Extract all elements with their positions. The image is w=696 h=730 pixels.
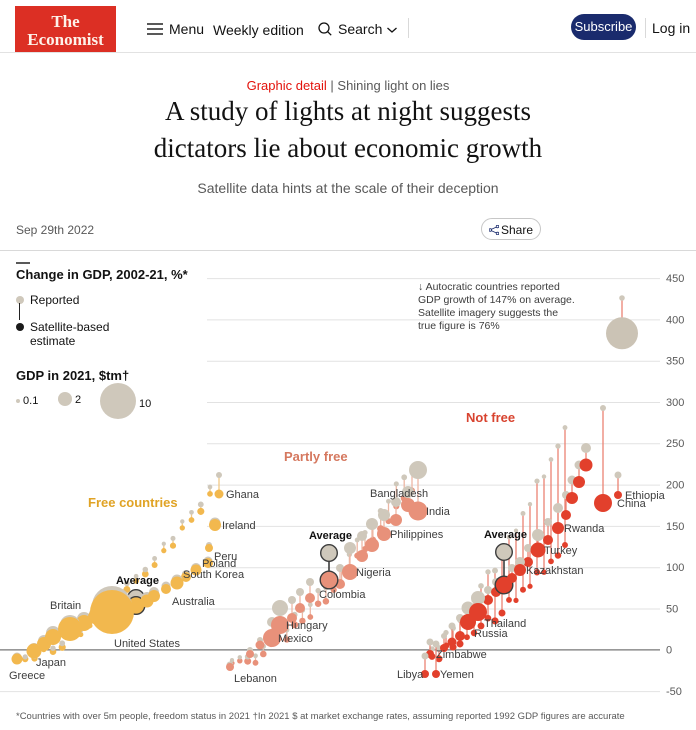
svg-text:Turkey: Turkey — [544, 545, 578, 557]
svg-text:↓ Autocratic countries reporte: ↓ Autocratic countries reported — [418, 281, 560, 293]
svg-text:South Korea: South Korea — [183, 569, 245, 581]
svg-text:Nigeria: Nigeria — [356, 567, 392, 579]
svg-text:Australia: Australia — [172, 596, 216, 608]
svg-text:Bangladesh: Bangladesh — [370, 488, 428, 500]
svg-text:Free countries: Free countries — [88, 495, 178, 510]
svg-text:Peru: Peru — [214, 551, 237, 563]
svg-text:Libya: Libya — [397, 669, 424, 681]
svg-text:Japan: Japan — [36, 657, 66, 669]
svg-text:Partly free: Partly free — [284, 449, 348, 464]
svg-text:Greece: Greece — [9, 670, 45, 682]
svg-text:Yemen: Yemen — [440, 669, 474, 681]
svg-text:Ghana: Ghana — [226, 489, 260, 501]
svg-text:Zimbabwe: Zimbabwe — [436, 649, 487, 661]
svg-text:Kazakhstan: Kazakhstan — [526, 565, 583, 577]
svg-text:Thailand: Thailand — [484, 618, 526, 630]
svg-text:Average: Average — [116, 575, 159, 587]
svg-text:Not free: Not free — [466, 410, 515, 425]
svg-text:United States: United States — [114, 638, 181, 650]
svg-text:Hungary: Hungary — [286, 620, 328, 632]
svg-text:Satellite imagery suggests the: Satellite imagery suggests the — [418, 307, 558, 319]
svg-text:Rwanda: Rwanda — [564, 523, 605, 535]
svg-text:Average: Average — [484, 529, 527, 541]
svg-text:GDP growth of 147% on average.: GDP growth of 147% on average. — [418, 294, 575, 306]
svg-text:China: China — [617, 498, 647, 510]
svg-text:Philippines: Philippines — [390, 529, 444, 541]
svg-text:Britain: Britain — [50, 600, 81, 612]
svg-text:Average: Average — [309, 530, 352, 542]
svg-text:India: India — [426, 506, 451, 518]
svg-text:Mexico: Mexico — [278, 633, 313, 645]
svg-text:Colombia: Colombia — [319, 589, 366, 601]
svg-text:Ireland: Ireland — [222, 520, 256, 532]
svg-text:true figure is 76%: true figure is 76% — [418, 320, 500, 332]
svg-text:Lebanon: Lebanon — [234, 673, 277, 685]
